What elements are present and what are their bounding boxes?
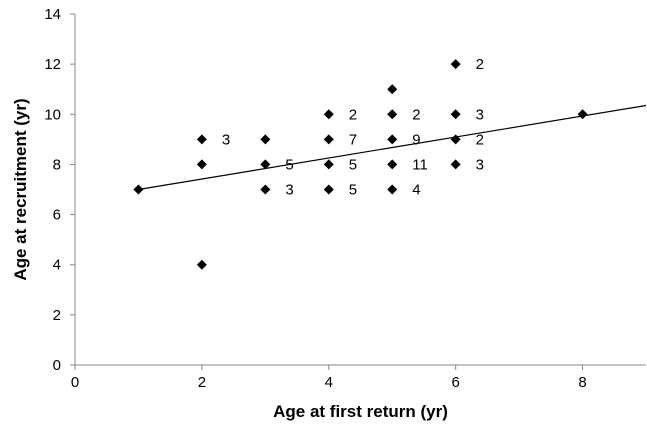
count-label: 11 <box>412 156 428 173</box>
y-axis-ticks: 0 2 4 6 8 10 12 14 <box>44 6 75 374</box>
data-point <box>196 159 207 170</box>
count-label: 7 <box>349 131 357 148</box>
data-point <box>450 59 461 70</box>
data-point <box>387 84 398 95</box>
data-point <box>323 109 334 120</box>
data-point <box>196 134 207 145</box>
y-tick-label: 6 <box>53 207 61 224</box>
x-tick-label: 8 <box>578 374 586 391</box>
data-point <box>260 134 271 145</box>
x-tick-label: 4 <box>325 374 333 391</box>
data-point <box>260 184 271 195</box>
y-tick-label: 10 <box>44 106 61 123</box>
count-label: 2 <box>476 131 484 148</box>
data-point <box>387 184 398 195</box>
trend-line <box>138 104 647 191</box>
data-point <box>387 109 398 120</box>
data-points <box>133 59 588 270</box>
count-label: 5 <box>349 156 357 173</box>
y-tick-label: 0 <box>53 357 61 374</box>
data-point <box>450 134 461 145</box>
count-label: 2 <box>476 56 484 73</box>
x-tick-label: 0 <box>71 374 79 391</box>
data-point <box>260 159 271 170</box>
count-label: 4 <box>412 182 420 199</box>
y-tick-label: 12 <box>44 56 61 73</box>
count-label: 3 <box>476 156 484 173</box>
data-point <box>133 184 144 195</box>
data-point <box>450 109 461 120</box>
count-label: 9 <box>412 131 420 148</box>
data-point <box>323 134 334 145</box>
x-axis-ticks: 0 2 4 6 8 <box>71 365 587 391</box>
count-label: 3 <box>476 106 484 123</box>
count-label: 3 <box>285 182 293 199</box>
y-tick-label: 14 <box>44 6 61 23</box>
count-label: 5 <box>349 182 357 199</box>
data-point <box>387 159 398 170</box>
x-tick-label: 6 <box>451 374 459 391</box>
data-point <box>323 159 334 170</box>
count-label: 3 <box>222 131 230 148</box>
data-point <box>577 109 588 120</box>
y-tick-label: 4 <box>53 257 61 274</box>
count-labels: 3 3 5 5 5 7 2 4 11 9 2 3 2 3 2 <box>222 56 484 198</box>
data-point <box>387 134 398 145</box>
y-tick-label: 2 <box>53 307 61 324</box>
data-point <box>323 184 334 195</box>
x-tick-label: 2 <box>198 374 206 391</box>
y-tick-label: 8 <box>53 156 61 173</box>
data-point <box>450 159 461 170</box>
y-axis-title: Age at recruitment (yr) <box>11 98 30 280</box>
x-axis-title: Age at first return (yr) <box>273 402 448 421</box>
count-label: 2 <box>349 106 357 123</box>
data-point <box>196 259 207 270</box>
count-label: 2 <box>412 106 420 123</box>
count-label: 5 <box>285 156 293 173</box>
